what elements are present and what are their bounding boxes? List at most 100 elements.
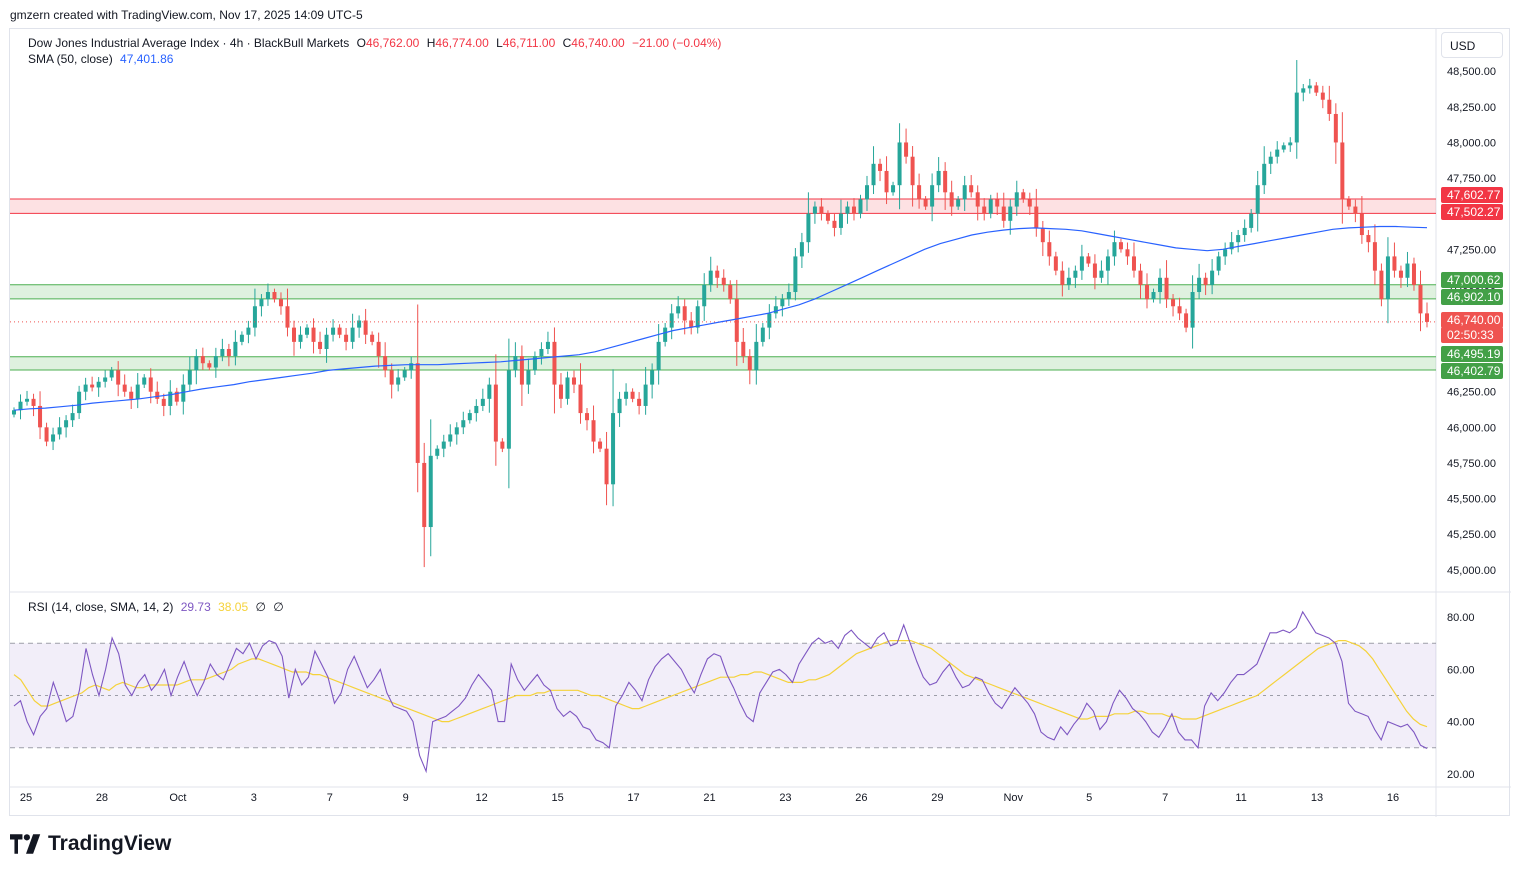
time-tick-label: 5 (1086, 792, 1092, 804)
candle-body (1086, 256, 1091, 264)
time-tick-label: 12 (476, 792, 488, 804)
candle-body (708, 270, 713, 285)
candle-body (1346, 199, 1351, 207)
candle-body (31, 398, 36, 406)
candle-body (57, 427, 62, 435)
time-tick-label: 7 (1162, 792, 1168, 804)
candle-body (135, 384, 140, 399)
sma-value: 47,401.86 (120, 52, 174, 66)
candle-body (552, 341, 557, 385)
currency-button[interactable]: USD (1441, 32, 1503, 58)
time-tick-label: 17 (627, 792, 639, 804)
candle-body (1223, 249, 1228, 257)
candle-body (715, 270, 720, 278)
rsi-divergence-bull: ∅ (255, 600, 266, 614)
candle-body (878, 163, 883, 171)
candle-body (1060, 270, 1065, 285)
high-value: 46,774.00 (435, 36, 489, 50)
candle-body (956, 199, 961, 207)
candle-body (1372, 242, 1377, 271)
candle-body (194, 356, 199, 371)
price-tick-label: 47,750.00 (1447, 173, 1496, 185)
open-value: 46,762.00 (365, 36, 420, 50)
candle-body (982, 206, 987, 214)
candle-body (1262, 163, 1267, 186)
candle-body (1405, 263, 1410, 278)
candle-body (728, 284, 733, 300)
candle-body (298, 334, 303, 342)
candle-body (285, 306, 290, 328)
candle-body (845, 206, 850, 214)
candle-body (1301, 88, 1306, 93)
rsi-legend[interactable]: RSI (14, close, SMA, 14, 2) 29.73 38.05 … (28, 600, 288, 614)
candle-body (689, 320, 694, 328)
candle-body (25, 398, 30, 402)
candle-body (1099, 270, 1104, 278)
rsi-sma-value: 38.05 (218, 600, 249, 614)
candle-body (838, 213, 843, 228)
candle-body (305, 327, 310, 335)
candle-body (500, 441, 505, 449)
brand-name: TradingView (48, 832, 172, 855)
candle-body (858, 199, 863, 214)
sma-legend[interactable]: SMA (50, close) 47,401.86 (28, 52, 177, 66)
candle-body (1229, 242, 1234, 250)
candle-body (467, 413, 472, 421)
zone-support-1 (10, 284, 1436, 299)
candle-body (565, 377, 570, 399)
candle-body (77, 391, 82, 414)
candle-body (90, 384, 95, 388)
candle-body (64, 420, 69, 428)
candle-body (122, 384, 127, 392)
candle-body (1288, 142, 1293, 146)
candle-body (995, 199, 1000, 207)
candle-body (558, 384, 563, 399)
candle-body (448, 434, 453, 442)
candle-body (200, 356, 205, 364)
candle-body (1112, 242, 1117, 257)
candle-body (1307, 85, 1312, 89)
symbol-legend[interactable]: Dow Jones Industrial Average Index · 4h … (28, 36, 725, 50)
candle-body (116, 370, 121, 385)
candle-body (969, 185, 974, 193)
tradingview-brand[interactable]: TradingView (10, 832, 171, 856)
candle-body (1190, 292, 1195, 328)
candle-body (233, 341, 238, 357)
candle-body (604, 448, 609, 485)
candle-body (1411, 263, 1416, 285)
candle-body (344, 334, 349, 342)
candle-body (51, 434, 56, 442)
candle-body (435, 448, 440, 456)
time-tick-label: 21 (703, 792, 715, 804)
candle-body (1066, 277, 1071, 285)
candle-body (44, 427, 49, 442)
time-tick-label: 23 (779, 792, 791, 804)
candle-body (917, 185, 922, 200)
last-price-tag: 46,740.00 (1441, 312, 1503, 328)
candle-body (155, 391, 160, 399)
low-value: 46,711.00 (502, 36, 556, 50)
candle-body (129, 391, 134, 399)
candle-body (650, 370, 655, 385)
sma-label: SMA (50, close) (28, 52, 113, 66)
time-tick-label: 25 (20, 792, 32, 804)
rsi-tick-label: 60.00 (1447, 664, 1475, 676)
candle-body (1197, 277, 1202, 293)
candle-body (578, 384, 583, 414)
candle-body (1145, 284, 1150, 300)
candle-body (220, 348, 225, 357)
zone-support-2 (10, 356, 1436, 370)
candle-body (1079, 256, 1084, 271)
candle-body (637, 398, 642, 406)
chart-canvas[interactable]: 48,500.00 48,250.00 48,000.00 47,750.00 47,5… (10, 29, 1511, 817)
candle-body (747, 356, 752, 371)
candle-body (1353, 206, 1358, 214)
candle-body (1249, 213, 1254, 228)
candle-body (1340, 142, 1345, 200)
price-tick-label: 45,250.00 (1447, 529, 1496, 541)
candle-body (461, 420, 466, 428)
candle-body (767, 313, 772, 328)
candle-body (1418, 284, 1423, 314)
candle-body (819, 206, 824, 214)
candle-body (656, 341, 661, 371)
